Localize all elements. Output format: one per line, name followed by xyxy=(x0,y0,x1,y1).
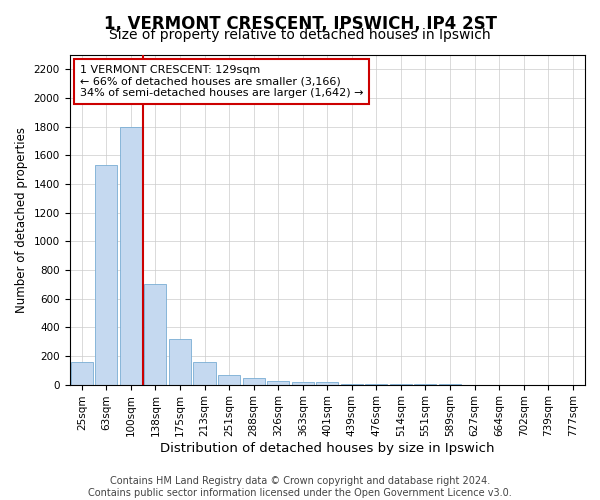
X-axis label: Distribution of detached houses by size in Ipswich: Distribution of detached houses by size … xyxy=(160,442,494,455)
Y-axis label: Number of detached properties: Number of detached properties xyxy=(15,127,28,313)
Bar xyxy=(71,362,93,384)
Bar xyxy=(267,381,289,384)
Bar xyxy=(242,378,265,384)
Text: 1, VERMONT CRESCENT, IPSWICH, IP4 2ST: 1, VERMONT CRESCENT, IPSWICH, IP4 2ST xyxy=(104,15,497,33)
Bar xyxy=(218,374,240,384)
Bar xyxy=(316,382,338,384)
Text: Contains HM Land Registry data © Crown copyright and database right 2024.
Contai: Contains HM Land Registry data © Crown c… xyxy=(88,476,512,498)
Bar xyxy=(120,126,142,384)
Bar xyxy=(193,362,215,384)
Bar xyxy=(145,284,166,384)
Text: Size of property relative to detached houses in Ipswich: Size of property relative to detached ho… xyxy=(109,28,491,42)
Bar xyxy=(95,166,118,384)
Text: 1 VERMONT CRESCENT: 129sqm
← 66% of detached houses are smaller (3,166)
34% of s: 1 VERMONT CRESCENT: 129sqm ← 66% of deta… xyxy=(80,65,364,98)
Bar xyxy=(169,340,191,384)
Bar xyxy=(292,382,314,384)
